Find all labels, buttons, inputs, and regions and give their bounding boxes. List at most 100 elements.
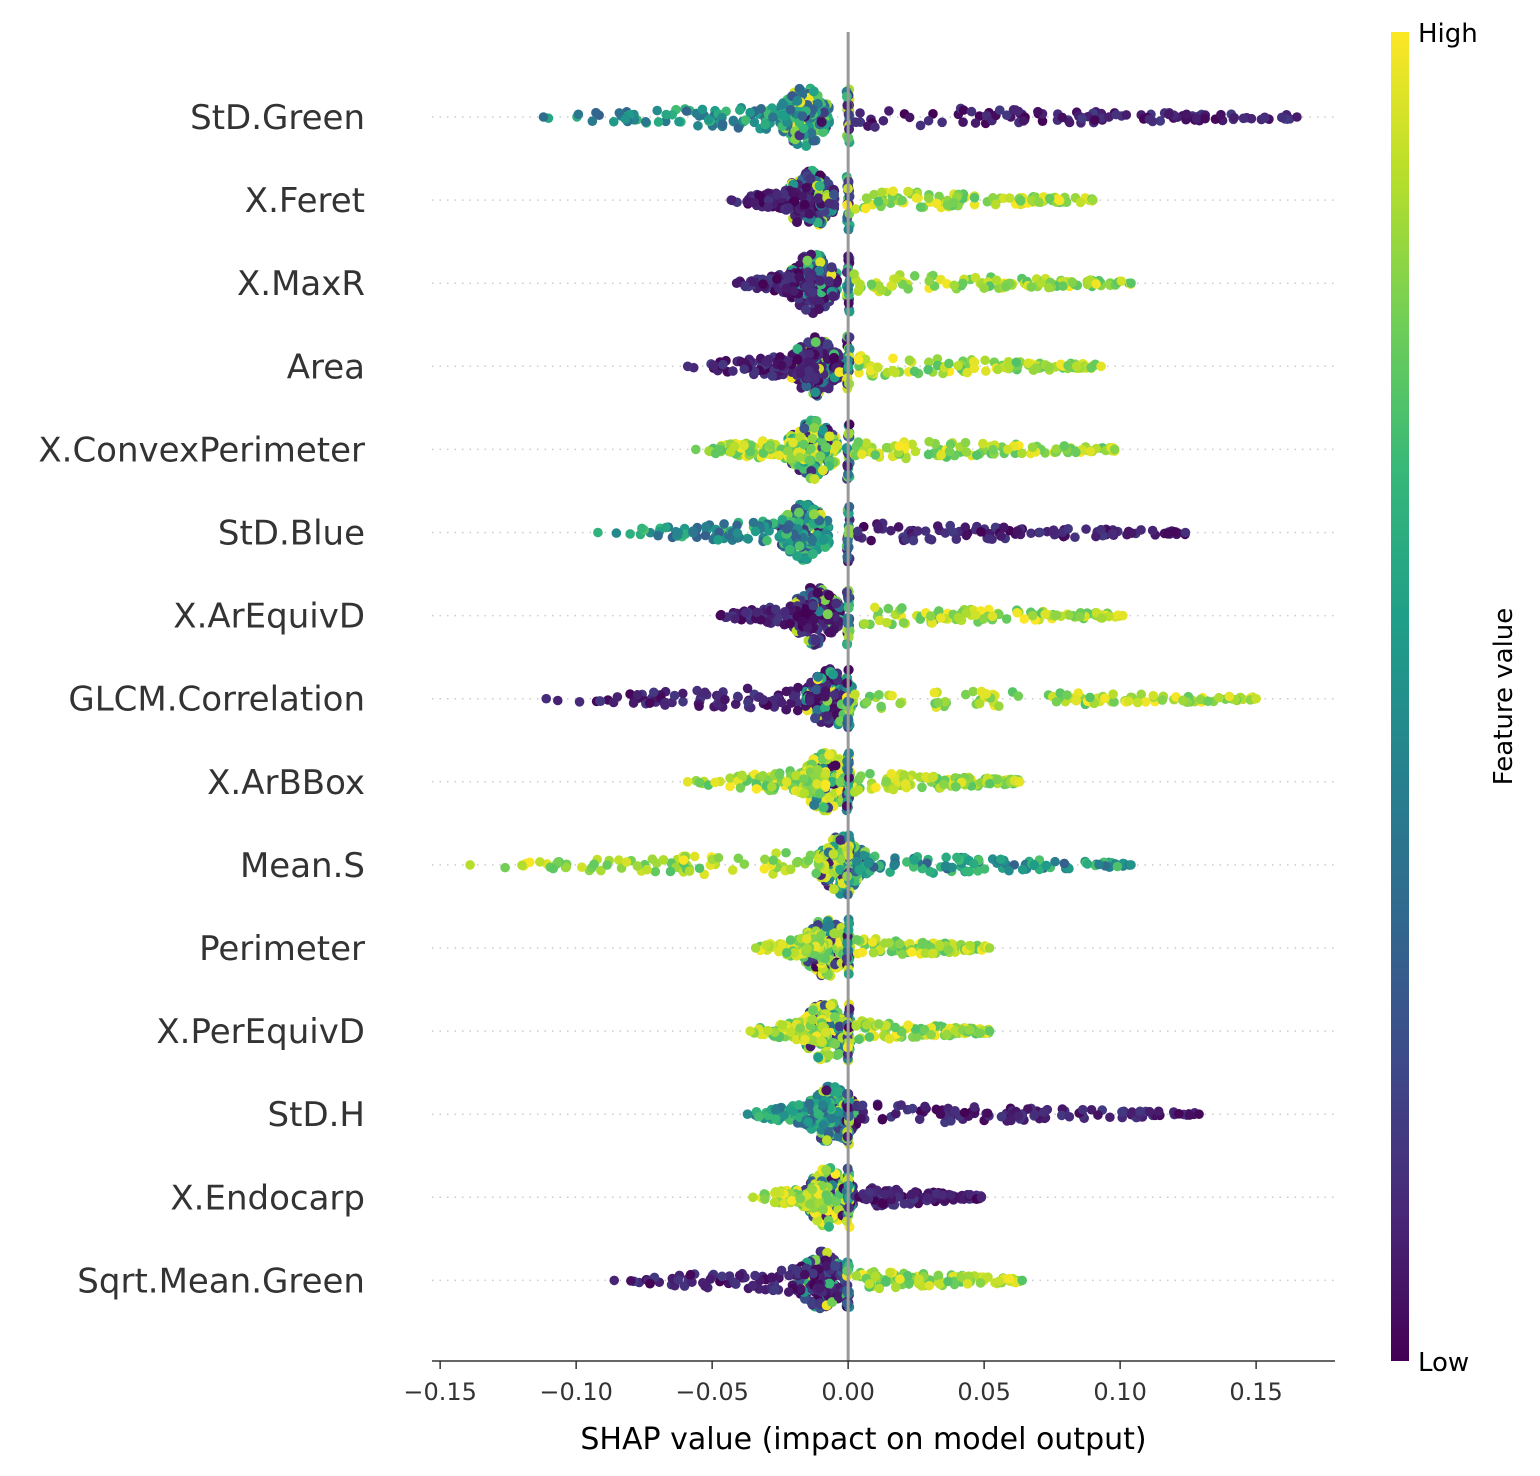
- feature-label: X.MaxR: [237, 264, 365, 304]
- shap-point: [876, 701, 886, 712]
- shap-point: [824, 749, 835, 760]
- shap-point: [625, 529, 635, 539]
- shap-point: [652, 105, 662, 116]
- shap-point: [831, 277, 842, 288]
- shap-point: [794, 541, 805, 551]
- shap-point: [1040, 609, 1050, 620]
- shap-point: [782, 524, 792, 534]
- shap-point: [979, 283, 989, 293]
- shap-point: [809, 422, 820, 433]
- shap-point: [818, 107, 829, 118]
- shap-point: [944, 358, 954, 369]
- shap-point: [739, 364, 750, 375]
- shap-point: [573, 109, 584, 120]
- shap-point: [801, 183, 811, 193]
- shap-point: [932, 521, 943, 531]
- shap-point: [802, 943, 812, 954]
- shap-point: [1063, 524, 1073, 534]
- shap-point: [719, 519, 729, 529]
- shap-point: [789, 286, 799, 296]
- shap-point: [1043, 282, 1054, 293]
- shap-point: [781, 686, 792, 697]
- shap-point: [807, 287, 818, 297]
- feature-row: Mean.S: [240, 830, 1335, 900]
- shap-point: [818, 534, 829, 545]
- feature-row: X.ArEquivD: [173, 582, 1335, 650]
- shap-point: [538, 112, 549, 122]
- shap-point: [909, 271, 920, 281]
- shap-point: [1004, 865, 1014, 876]
- shap-point: [898, 617, 909, 628]
- shap-point: [1085, 446, 1096, 457]
- shap-point: [743, 534, 754, 544]
- feature-row: GLCM.Correlation: [68, 664, 1335, 733]
- shap-point: [814, 181, 825, 192]
- shap-point: [853, 355, 864, 365]
- shap-point: [799, 423, 810, 434]
- shap-point: [961, 447, 972, 457]
- shap-point: [739, 859, 750, 869]
- shap-point: [758, 279, 768, 289]
- shap-point: [783, 203, 794, 213]
- shap-point: [816, 117, 827, 128]
- shap-point: [911, 193, 922, 203]
- shap-point: [740, 115, 751, 125]
- shap-point: [873, 523, 883, 534]
- shap-point: [909, 855, 920, 865]
- shap-point: [888, 784, 899, 795]
- feature-row: StD.Green: [190, 83, 1335, 152]
- shap-point: [749, 117, 760, 128]
- shap-point: [818, 802, 829, 813]
- feature-label: Area: [287, 347, 365, 387]
- shap-point: [1026, 282, 1037, 292]
- shap-point: [688, 526, 698, 536]
- shap-point: [637, 523, 647, 534]
- shap-point: [964, 1025, 975, 1035]
- shap-point: [710, 777, 720, 788]
- shap-point: [781, 777, 792, 787]
- shap-point: [834, 367, 845, 378]
- shap-point: [807, 1014, 818, 1025]
- shap-point: [958, 117, 968, 128]
- shap-point: [1292, 112, 1302, 122]
- shap-point: [653, 117, 664, 127]
- shap-point: [807, 534, 818, 545]
- shap-point: [810, 337, 821, 348]
- shap-point: [1033, 197, 1044, 207]
- shap-point: [1017, 448, 1027, 459]
- shap-point: [952, 852, 962, 863]
- shap-point: [1053, 194, 1063, 204]
- shap-point: [1013, 106, 1024, 117]
- shap-point: [800, 199, 810, 210]
- shap-point: [830, 760, 841, 771]
- shap-point: [970, 610, 981, 620]
- shap-point: [1147, 525, 1158, 536]
- shap-point: [640, 117, 651, 127]
- shap-point: [1051, 696, 1062, 707]
- shap-point: [1027, 442, 1038, 453]
- shap-point: [718, 359, 728, 370]
- shap-point: [876, 285, 887, 295]
- shap-point: [811, 868, 821, 879]
- shap-point: [1037, 116, 1048, 126]
- shap-point: [801, 282, 812, 292]
- shap-point: [589, 859, 599, 870]
- shap-point: [960, 522, 971, 533]
- shap-point: [870, 450, 881, 460]
- shap-point: [815, 788, 825, 799]
- shap-point: [691, 444, 701, 455]
- shap-point: [632, 690, 643, 700]
- shap-point: [1036, 278, 1046, 288]
- shap-point: [958, 105, 969, 115]
- shap-point: [785, 618, 795, 629]
- shap-point: [751, 784, 762, 794]
- shap-point: [614, 108, 625, 118]
- shap-point: [962, 367, 972, 378]
- shap-point: [1169, 526, 1180, 537]
- shap-point: [794, 452, 805, 463]
- shap-point: [1033, 106, 1043, 117]
- shap-point: [674, 116, 684, 127]
- shap-point: [786, 453, 796, 464]
- shap-point: [763, 195, 774, 206]
- shap-point: [758, 695, 769, 705]
